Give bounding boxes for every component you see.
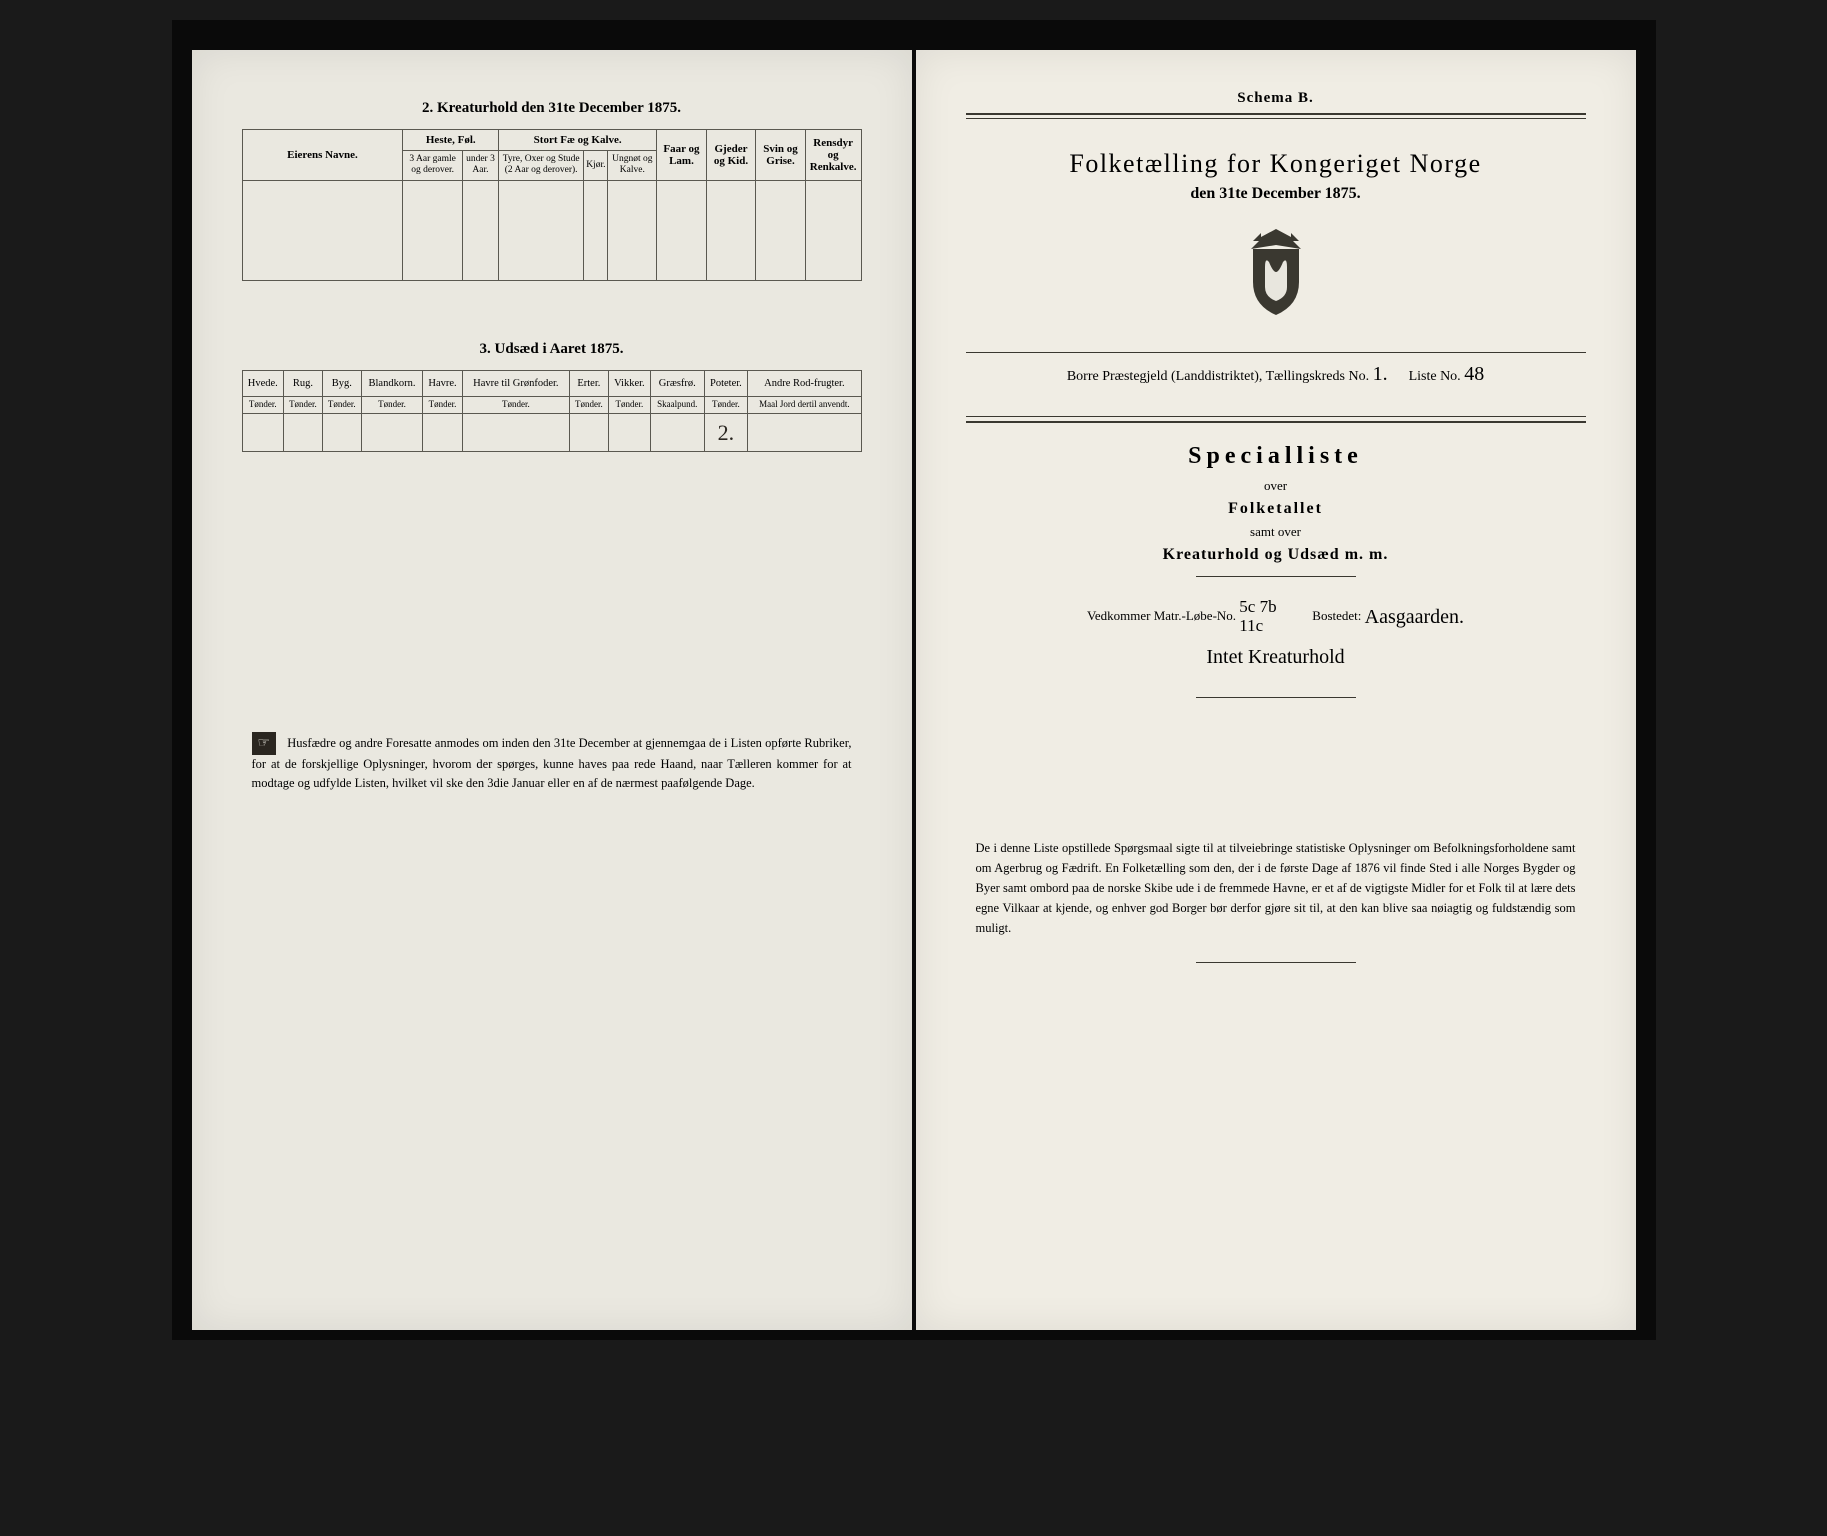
unit: Tønder. [423, 397, 462, 414]
table-row [242, 180, 861, 280]
pointer-icon: ☞ [252, 732, 277, 755]
col: Havre til Grønfoder. [462, 370, 569, 397]
page-spread: 2. Kreaturhold den 31te December 1875. E… [172, 20, 1656, 1340]
liste-label: Liste No. [1409, 369, 1461, 384]
col: Hvede. [242, 370, 284, 397]
spec-over: over [966, 478, 1586, 494]
group-heste: Heste, Føl. [403, 130, 499, 151]
matr-label: Vedkommer Matr.-Løbe-No. [1087, 608, 1236, 623]
bottom-paragraph: De i denne Liste opstillede Spørgsmaal s… [976, 838, 1576, 938]
bostedet: Aasgaarden. [1365, 597, 1464, 637]
unit: Tønder. [608, 397, 650, 414]
parish-prefix: Borre Præstegjeld (Landdistriktet), Tæll… [1067, 369, 1369, 384]
kreds-no: 1. [1373, 363, 1388, 385]
unit: Maal Jord dertil anvendt. [748, 397, 861, 414]
spec-kreatur: Kreaturhold og Udsæd m. m. [966, 546, 1586, 564]
handwritten-note: Intet Kreaturhold [1206, 637, 1344, 677]
unit: Tønder. [704, 397, 748, 414]
instruction-text: ☞ Husfædre og andre Foresatte anmodes om… [242, 732, 862, 793]
left-page: 2. Kreaturhold den 31te December 1875. E… [192, 50, 912, 1330]
col: Rug. [284, 370, 323, 397]
matr-nos: 5c 7b 11c [1239, 598, 1299, 635]
group-faar: Faar og Lam. [657, 130, 707, 181]
right-page: Schema B. Folketælling for Kongeriget No… [916, 50, 1636, 1330]
col: Havre. [423, 370, 462, 397]
section2-title: 2. Kreaturhold den 31te December 1875. [242, 100, 862, 117]
section3-title: 3. Udsæd i Aaret 1875. [242, 341, 862, 358]
poteter-value: 2. [704, 414, 748, 452]
unit: Tønder. [361, 397, 423, 414]
rule [966, 118, 1586, 119]
rule [1196, 576, 1356, 577]
instruction-body: Husfædre og andre Foresatte anmodes om i… [252, 736, 852, 790]
rule [1196, 962, 1356, 963]
col: Græsfrø. [650, 370, 704, 397]
group-svin: Svin og Grise. [756, 130, 806, 181]
col: Poteter. [704, 370, 748, 397]
spec-samt: samt over [966, 524, 1586, 540]
livestock-table: Eierens Navne. Heste, Føl. Stort Fæ og K… [242, 129, 862, 281]
rule [966, 416, 1586, 417]
rule [966, 421, 1586, 423]
sub-fae3: Ungnøt og Kalve. [608, 151, 657, 181]
sub-heste2: under 3 Aar. [462, 151, 498, 181]
unit: Tønder. [284, 397, 323, 414]
unit: Tønder. [569, 397, 608, 414]
sub-heste1: 3 Aar gamle og derover. [403, 151, 462, 181]
specialliste-title: Specialliste [966, 443, 1586, 470]
seed-table: Hvede. Rug. Byg. Blandkorn. Havre. Havre… [242, 370, 862, 452]
liste-no: 48 [1464, 363, 1484, 385]
spec-folketallet: Folketallet [966, 500, 1586, 518]
col: Andre Rod-frugter. [748, 370, 861, 397]
bostedet-label: Bostedet: [1312, 608, 1361, 623]
schema-label: Schema B. [966, 90, 1586, 107]
coat-of-arms-icon [966, 227, 1586, 322]
col: Blandkorn. [361, 370, 423, 397]
sub-fae1: Tyre, Oxer og Stude (2 Aar og derover). [499, 151, 584, 181]
table-row: 2. [242, 414, 861, 452]
group-gjeder: Gjeder og Kid. [706, 130, 756, 181]
rule [1196, 697, 1356, 698]
group-fae: Stort Fæ og Kalve. [499, 130, 657, 151]
parish-line: Borre Præstegjeld (Landdistriktet), Tæll… [966, 363, 1586, 386]
unit: Tønder. [462, 397, 569, 414]
unit: Tønder. [322, 397, 361, 414]
sub-fae2: Kjør. [584, 151, 608, 181]
col-owner: Eierens Navne. [242, 130, 403, 181]
col: Vikker. [608, 370, 650, 397]
unit: Skaalpund. [650, 397, 704, 414]
group-rensdyr: Rensdyr og Renkalve. [805, 130, 861, 181]
col: Erter. [569, 370, 608, 397]
subtitle: den 31te December 1875. [966, 185, 1586, 203]
matr-line: Vedkommer Matr.-Løbe-No. 5c 7b 11c Boste… [966, 597, 1586, 677]
main-title: Folketælling for Kongeriget Norge [966, 149, 1586, 179]
col: Byg. [322, 370, 361, 397]
rule [966, 352, 1586, 353]
rule [966, 113, 1586, 115]
unit: Tønder. [242, 397, 284, 414]
